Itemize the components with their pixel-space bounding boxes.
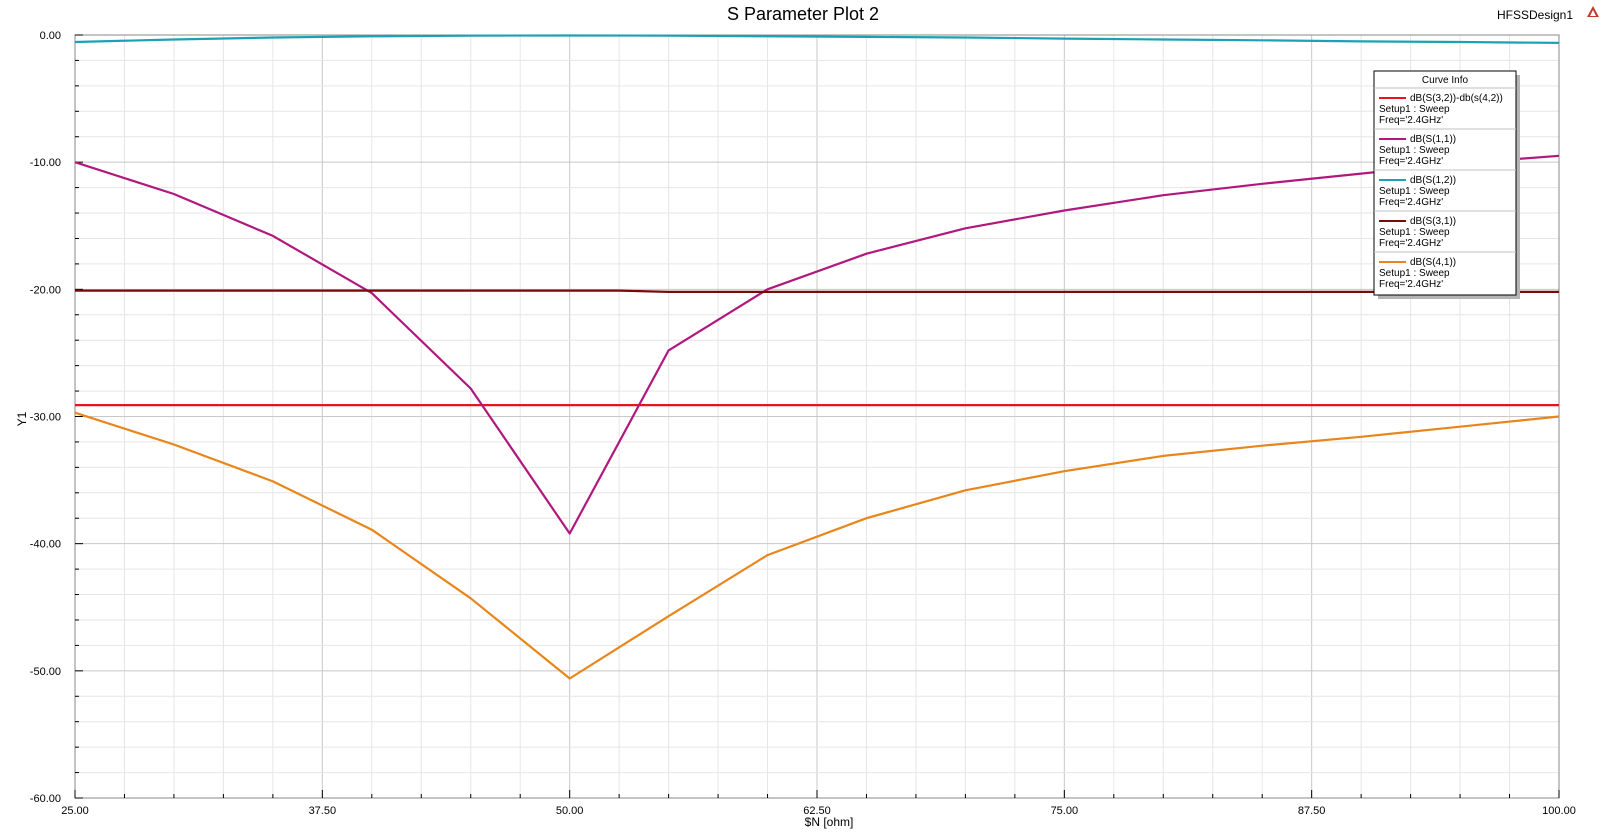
y-tick-label: -60.00: [30, 793, 61, 805]
legend-series-name: dB(S(3,2))-db(s(4,2)): [1410, 93, 1503, 104]
axes: 25.00 37.50 50.00 62.50 75.00 87.50 100.00 0.00…: [30, 30, 1576, 817]
legend-series-name: dB(S(4,1)): [1410, 257, 1456, 268]
series-line-3: [74, 34, 1560, 44]
y-tick-label: -40.00: [30, 539, 61, 551]
hfss-logo-icon: [1587, 6, 1599, 17]
legend-series-freq: Freq='2.4GHz': [1379, 279, 1443, 290]
design-name: HFSSDesign1: [1497, 8, 1573, 22]
legend-series-name: dB(S(1,1)): [1410, 134, 1456, 145]
legend-title: Curve Info: [1422, 75, 1469, 86]
legend-series-name: dB(S(1,2)): [1410, 175, 1456, 186]
x-tick-label: 62.50: [803, 805, 831, 817]
x-tick-label: 25.00: [61, 805, 89, 817]
series-line-5: [74, 411, 1560, 680]
y-tick-label: 0.00: [40, 30, 61, 42]
series-group: [74, 34, 1560, 680]
legend-series-setup: Setup1 : Sweep: [1379, 227, 1450, 238]
grid: [74, 34, 1560, 799]
legend-box: [1373, 70, 1517, 296]
legend-series-setup: Setup1 : Sweep: [1379, 104, 1450, 115]
series-line-2: [74, 154, 1560, 535]
y-tick-label: -20.00: [30, 284, 61, 296]
legend-series-name: dB(S(3,1)): [1410, 216, 1456, 227]
legend-series-freq: Freq='2.4GHz': [1379, 238, 1443, 249]
legend-series-setup: Setup1 : Sweep: [1379, 145, 1450, 156]
legend-series-freq: Freq='2.4GHz': [1379, 156, 1443, 167]
y-tick-label: -10.00: [30, 157, 61, 169]
series-line-4: [75, 289, 1559, 293]
x-tick-label: 100.00: [1542, 805, 1576, 817]
x-axis-label: $N [ohm]: [805, 815, 854, 829]
x-tick-label: 50.00: [556, 805, 584, 817]
x-tick-label: 75.00: [1051, 805, 1079, 817]
x-tick-label: 87.50: [1298, 805, 1326, 817]
legend-series-setup: Setup1 : Sweep: [1379, 186, 1450, 197]
y-tick-label: -50.00: [30, 666, 61, 678]
y-tick-label: -30.00: [30, 412, 61, 424]
y-axis-label: Y1: [15, 411, 29, 426]
legend-series-freq: Freq='2.4GHz': [1379, 115, 1443, 126]
legend-series-freq: Freq='2.4GHz': [1379, 197, 1443, 208]
chart-title: S Parameter Plot 2: [727, 4, 879, 24]
x-tick-label: 37.50: [309, 805, 337, 817]
legend-series-setup: Setup1 : Sweep: [1379, 268, 1450, 279]
